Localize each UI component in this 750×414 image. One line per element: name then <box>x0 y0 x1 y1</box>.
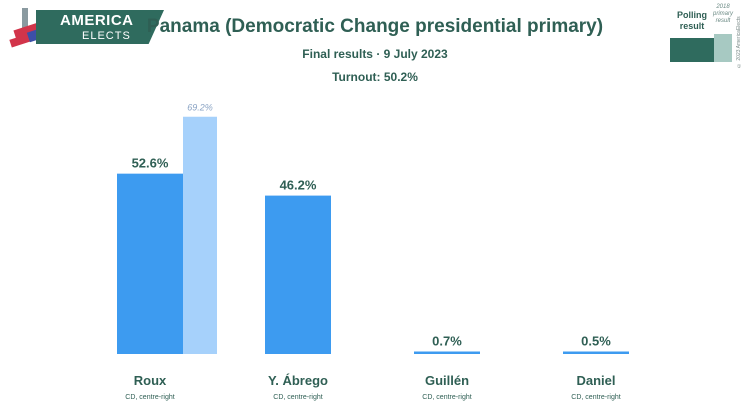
category-sublabel-1: CD, centre-right <box>273 394 322 401</box>
logo-banner <box>36 10 164 44</box>
legend-label-secondary: 2018 primary result <box>712 4 733 24</box>
chart-subtitle: Final results · 9 July 2023 <box>302 47 448 61</box>
bar-polling-3 <box>563 351 629 354</box>
brand-name: AMERICA <box>60 12 134 29</box>
legend-swatch-secondary <box>714 34 732 62</box>
bar-label-polling-1: 46.2% <box>280 178 317 193</box>
legend: Polling result 2018 primary result <box>668 4 748 64</box>
category-label-3: Daniel <box>576 373 615 388</box>
bar-label-polling-3: 0.5% <box>581 334 611 349</box>
bar-polling-0 <box>117 173 183 354</box>
category-label-0: Roux <box>134 373 167 388</box>
bar-label-polling-0: 52.6% <box>132 156 169 171</box>
category-sublabel-0: CD, centre-right <box>125 394 174 401</box>
chart-title: Panama (Democratic Change presidential p… <box>146 16 604 37</box>
legend-label-primary: Polling result <box>677 10 707 31</box>
bar-label-polling-2: 0.7% <box>432 334 462 349</box>
category-label-2: Guillén <box>425 373 469 388</box>
category-label-1: Y. Ábrego <box>268 373 328 388</box>
bar-polling-2 <box>414 351 480 354</box>
category-sublabel-2: CD, centre-right <box>422 394 471 401</box>
bar-label-2018-0: 69.2% <box>187 103 213 113</box>
bar-2018-0 <box>183 116 217 354</box>
category-sublabel-3: CD, centre-right <box>571 394 620 401</box>
brand-logo: AMERICA ELECTS <box>8 6 166 52</box>
turnout-label: Turnout: 50.2% <box>332 70 418 84</box>
brand-tagline: ELECTS <box>82 30 131 42</box>
bar-polling-1 <box>265 195 331 354</box>
legend-swatch-primary <box>670 38 714 62</box>
